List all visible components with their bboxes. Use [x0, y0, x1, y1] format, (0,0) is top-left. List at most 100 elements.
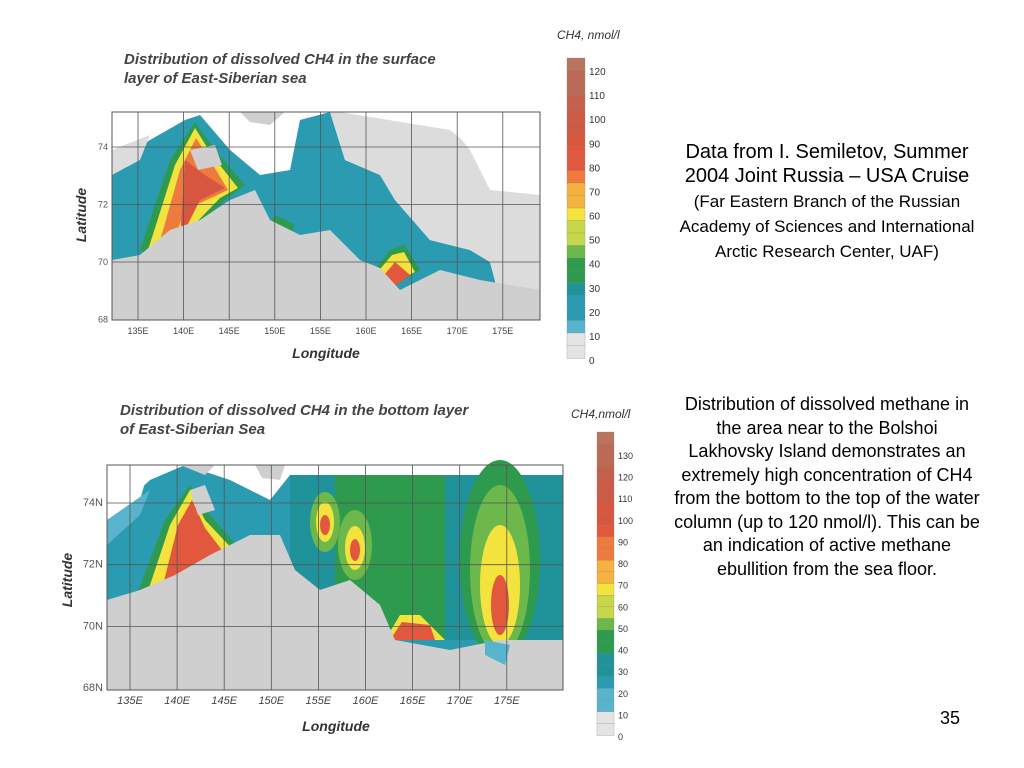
bottom-ylabel: Latitude	[59, 553, 75, 608]
top-title-line2: layer of East-Siberian sea	[124, 70, 307, 87]
colorbar-swatch	[596, 653, 615, 666]
bottom-title-line1: Distribution of dissolved CH4 in the bot…	[120, 402, 469, 419]
top-figure-title: Distribution of dissolved CH4 in the sur…	[124, 50, 436, 88]
source-main: Data from I. Semiletov, Summer 2004 Join…	[684, 141, 970, 187]
colorbar-swatch	[566, 157, 586, 172]
open-sea-zero	[330, 112, 540, 320]
lon-tick-label: 175E	[494, 695, 520, 707]
lon-tick-label: 165E	[400, 695, 426, 707]
colorbar-swatch	[566, 195, 586, 209]
colorbar-swatch	[596, 606, 615, 620]
colorbar-swatch	[596, 443, 615, 456]
lon-tick-label: 145E	[211, 695, 237, 707]
bottom-map: 74N 72N 70N 68N 135E 140E 145E 150E 155E 160E 165E…	[59, 431, 633, 742]
colorbar-swatch	[596, 583, 615, 596]
page-number: 35	[940, 708, 961, 728]
colorbar-swatch	[596, 536, 615, 550]
lon-tick-label: 170E	[447, 695, 473, 707]
colorbar-swatch	[566, 120, 586, 134]
colorbar-swatch	[566, 245, 586, 259]
colorbar-label: 10	[618, 710, 628, 720]
lon-tick-label: 140E	[173, 326, 194, 336]
lat-tick-label: 72	[98, 200, 108, 210]
lon-tick-label: 135E	[117, 695, 143, 707]
colorbar-label: 50	[589, 236, 601, 247]
description-text: Distribution of dissolved methane in the…	[674, 394, 980, 579]
colorbar-label: 20	[618, 689, 628, 699]
colorbar-swatch	[566, 107, 586, 122]
lon-tick-label: 150E	[258, 695, 284, 707]
lat-tick-label: 72N	[83, 559, 103, 571]
colorbar-swatch	[596, 431, 615, 445]
bottom-xlabel: Longitude	[302, 718, 370, 734]
colorbar-swatch	[596, 571, 615, 585]
colorbar-swatch	[596, 501, 615, 515]
colorbar-swatch	[596, 490, 615, 503]
colorbar-label: 70	[589, 187, 601, 198]
lon-tick-label: 135E	[127, 326, 148, 336]
colorbar-label: 100	[589, 115, 606, 126]
colorbar-swatch	[566, 207, 586, 222]
island	[190, 485, 215, 515]
colorbar-swatch	[596, 618, 615, 631]
colorbar-label: 20	[589, 308, 601, 319]
colorbar-swatch	[596, 548, 615, 561]
colorbar-label: 40	[589, 260, 601, 271]
bottom-colorbar-title: CH4,nmol/l	[571, 407, 631, 421]
colorbar-swatch	[596, 699, 615, 713]
colorbar-swatch	[566, 270, 586, 284]
lat-tick-label: 74N	[83, 497, 103, 509]
colorbar-label: 80	[618, 559, 628, 569]
colorbar-label: 10	[589, 332, 601, 343]
colorbar-swatch	[566, 320, 586, 334]
bottom-figure-title: Distribution of dissolved CH4 in the bot…	[120, 401, 468, 439]
lon-tick-label: 140E	[164, 695, 190, 707]
colorbar-label: 120	[589, 67, 606, 78]
colorbar-label: 70	[618, 581, 628, 591]
colorbar-swatch	[566, 257, 586, 272]
colorbar-swatch	[596, 688, 615, 701]
colorbar-swatch	[596, 595, 615, 608]
colorbar-swatch	[566, 282, 586, 297]
colorbar-swatch	[596, 466, 615, 480]
colorbar-label: 0	[618, 732, 623, 742]
colorbar-swatch	[566, 145, 586, 159]
colorbar-label: 110	[589, 91, 605, 102]
top-title-line1: Distribution of dissolved CH4 in the sur…	[124, 51, 436, 68]
colorbar-label: 50	[618, 624, 628, 634]
colorbar-label: 100	[618, 516, 633, 526]
land	[112, 190, 540, 320]
colorbar-label: 120	[618, 473, 633, 483]
colorbar-swatch	[566, 232, 586, 247]
colorbar-swatch	[596, 676, 615, 690]
colorbar-swatch	[566, 182, 586, 197]
colorbar-label: 0	[589, 356, 595, 367]
colorbar-label: 30	[589, 284, 601, 295]
colorbar-label: 90	[589, 139, 601, 150]
colorbar-swatch	[566, 220, 586, 234]
colorbar-label: 40	[618, 646, 628, 656]
top-ylabel: Latitude	[73, 188, 89, 243]
colorbar-swatch	[566, 57, 586, 72]
colorbar-swatch	[566, 132, 586, 147]
colorbar-swatch	[566, 70, 586, 84]
bottom-title-line2: of East-Siberian Sea	[120, 421, 266, 438]
colorbar-swatch	[566, 170, 586, 184]
lon-tick-label: 175E	[492, 326, 513, 336]
lon-tick-label: 155E	[310, 326, 331, 336]
colorbar-swatch	[566, 345, 586, 359]
colorbar-swatch	[596, 641, 615, 655]
colorbar-swatch	[566, 95, 586, 109]
lon-tick-label: 160E	[353, 695, 379, 707]
lon-tick-label: 145E	[219, 326, 240, 336]
colorbar-swatch	[596, 513, 615, 526]
colorbar-swatch	[596, 560, 615, 573]
lat-tick-label: 70N	[83, 620, 103, 632]
colorbar-label: 80	[589, 163, 601, 174]
colorbar-swatch	[596, 723, 615, 736]
colorbar-swatch	[566, 332, 586, 347]
colorbar-swatch	[596, 664, 615, 678]
lon-tick-label: 150E	[264, 326, 285, 336]
lon-tick-label: 155E	[306, 695, 332, 707]
top-map: 74 72 70 68 135E 140E 145E 150E 155E 160E 165E 170E…	[73, 57, 606, 367]
